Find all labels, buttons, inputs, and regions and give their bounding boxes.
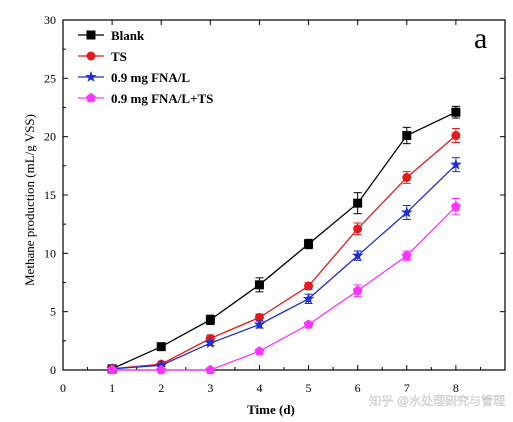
data-point [451,131,461,140]
data-point [401,250,412,260]
data-point [303,319,314,329]
legend-label: 0.9 mg FNA/L+TS [111,91,213,106]
data-point [402,131,412,140]
legend-label: TS [111,49,127,64]
data-point [351,249,364,261]
data-point [254,280,264,290]
data-point [451,107,461,117]
data-point [156,342,166,352]
x-tick-label: 2 [158,381,164,395]
data-point [353,224,363,234]
data-point [450,201,461,211]
data-point [107,364,118,375]
y-axis: 0 5 10 15 20 25 30 [44,13,505,377]
panel-label: a [474,22,487,55]
legend-marker [86,51,96,61]
series-layer [106,105,462,375]
series-line [112,135,457,370]
series-2 [106,157,462,374]
y-axis-title: Methane production (mL/g VSS) [22,114,37,286]
data-point [402,173,412,182]
y-tick-label: 30 [44,13,56,27]
watermark-text: 知乎 @水处理研究与管理 [369,393,505,408]
series-line [112,164,457,370]
data-point [352,285,363,295]
series-0 [107,105,461,374]
x-tick-label: 6 [355,381,361,395]
legend-marker [86,92,96,103]
x-tick-label: 3 [207,381,213,395]
data-point [254,346,265,356]
data-point [302,292,315,304]
data-point [205,364,216,375]
legend-label: Blank [111,28,145,43]
x-tick-label: 5 [306,381,312,395]
x-axis: 0 1 2 3 4 5 6 7 8 [60,20,481,395]
legend-marker [86,30,96,40]
legend-marker [85,70,97,82]
x-tick-label: 7 [404,381,410,395]
data-point [304,239,314,249]
y-tick-label: 20 [44,130,56,144]
series-line [112,206,457,371]
series-3 [107,198,461,375]
legend-item: TS [78,49,127,64]
data-point [205,315,215,325]
y-tick-label: 25 [44,71,56,85]
y-tick-label: 10 [44,246,56,260]
data-point [353,198,363,208]
y-tick-label: 5 [50,305,56,319]
series-line [111,111,457,370]
data-point [450,158,462,170]
legend-label: 0.9 mg FNA/L [111,70,190,85]
x-axis-title: Time (d) [247,402,295,417]
data-point [155,359,167,371]
data-point [401,206,413,218]
legend: Blank TS 0.9 mg FNA/L 0.9 mg FNA/L+TS [78,28,213,106]
data-point [253,318,266,330]
data-point [304,281,314,291]
legend-item: Blank [78,28,145,43]
legend-item: 0.9 mg FNA/L+TS [78,91,213,106]
legend-item: 0.9 mg FNA/L [78,70,190,85]
data-point [254,313,264,322]
y-tick-label: 15 [44,188,56,202]
x-tick-label: 0 [60,381,66,395]
x-tick-label: 8 [453,381,459,395]
data-point [156,364,167,375]
x-tick-label: 1 [109,381,115,395]
x-tick-label: 4 [256,381,262,395]
data-point [204,337,217,349]
y-tick-label: 0 [50,363,56,377]
